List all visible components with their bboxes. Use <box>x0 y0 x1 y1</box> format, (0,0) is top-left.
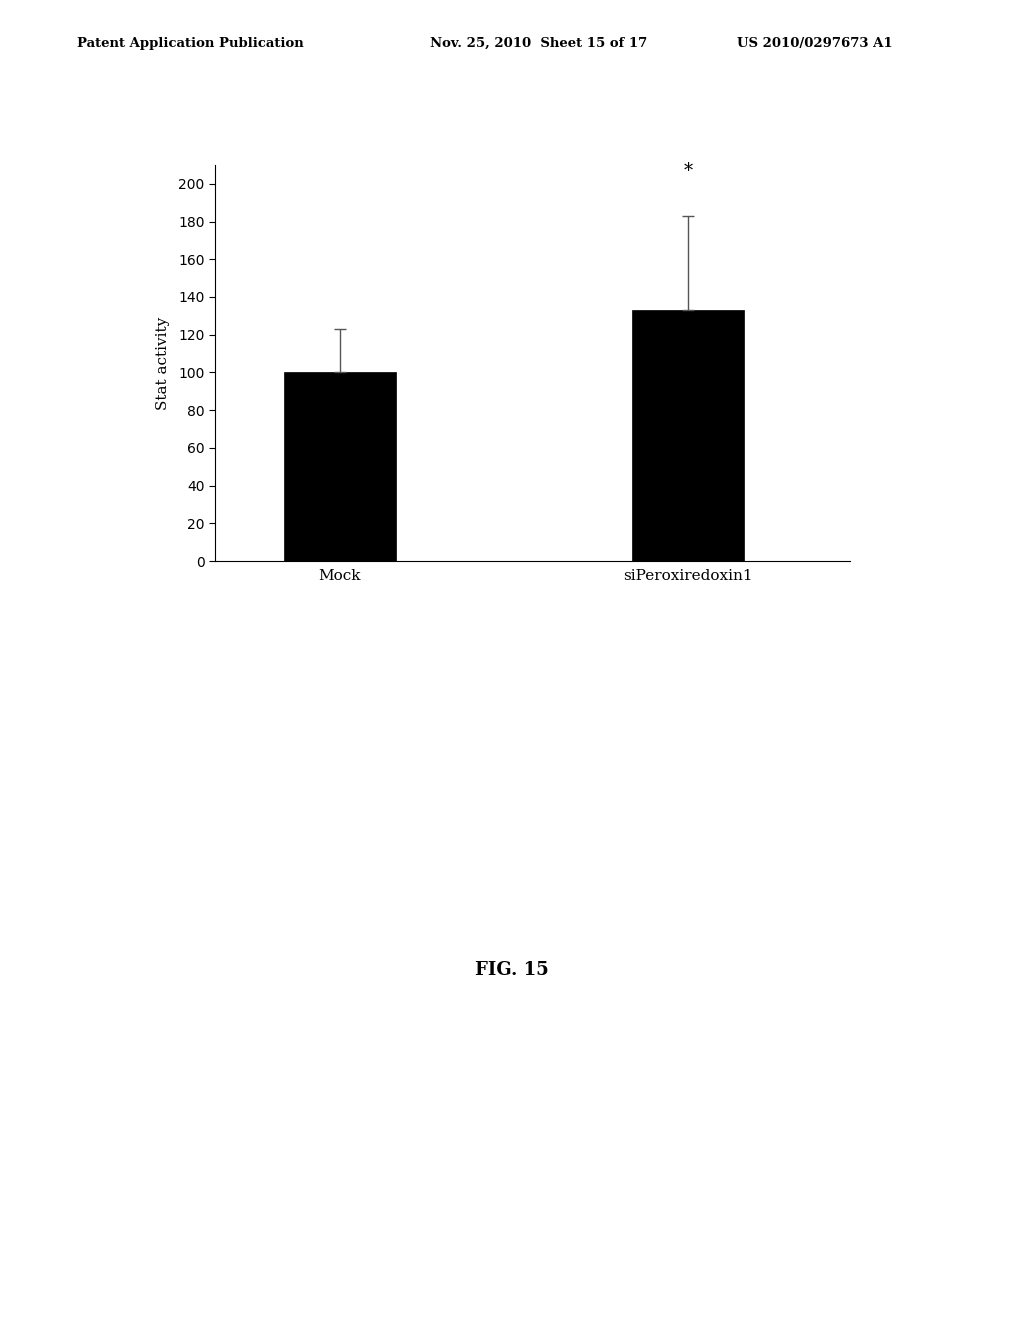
Text: Patent Application Publication: Patent Application Publication <box>77 37 303 50</box>
Y-axis label: Stat activity: Stat activity <box>156 317 170 409</box>
Text: FIG. 15: FIG. 15 <box>475 961 549 979</box>
Bar <box>284 372 395 561</box>
Text: US 2010/0297673 A1: US 2010/0297673 A1 <box>737 37 893 50</box>
Text: Nov. 25, 2010  Sheet 15 of 17: Nov. 25, 2010 Sheet 15 of 17 <box>430 37 647 50</box>
Bar <box>632 310 744 561</box>
Text: *: * <box>684 162 692 180</box>
